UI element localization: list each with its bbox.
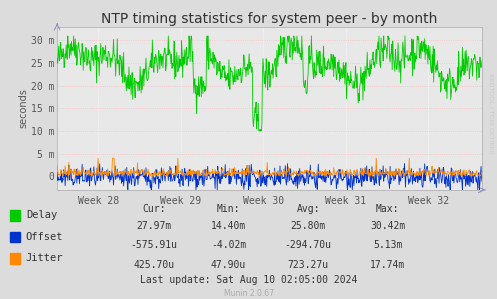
Y-axis label: seconds: seconds bbox=[18, 89, 28, 128]
Text: Week 31: Week 31 bbox=[326, 196, 366, 206]
Title: NTP timing statistics for system peer - by month: NTP timing statistics for system peer - … bbox=[101, 12, 438, 26]
Text: 723.27u: 723.27u bbox=[288, 260, 329, 270]
Text: Min:: Min: bbox=[217, 204, 241, 214]
Text: Week 30: Week 30 bbox=[243, 196, 284, 206]
Text: -4.02m: -4.02m bbox=[211, 240, 246, 250]
Text: RRDTOOL / TOBI OETIKER: RRDTOOL / TOBI OETIKER bbox=[489, 73, 494, 154]
Text: 17.74m: 17.74m bbox=[370, 260, 405, 270]
Text: Last update: Sat Aug 10 02:05:00 2024: Last update: Sat Aug 10 02:05:00 2024 bbox=[140, 274, 357, 285]
Text: 5.13m: 5.13m bbox=[373, 240, 403, 250]
Text: Munin 2.0.67: Munin 2.0.67 bbox=[224, 289, 273, 298]
Text: Cur:: Cur: bbox=[142, 204, 166, 214]
Text: Week 28: Week 28 bbox=[78, 196, 119, 206]
Text: 27.97m: 27.97m bbox=[137, 221, 171, 231]
Text: -294.70u: -294.70u bbox=[285, 240, 331, 250]
Text: 30.42m: 30.42m bbox=[370, 221, 405, 231]
Text: Jitter: Jitter bbox=[26, 253, 63, 263]
Text: -575.91u: -575.91u bbox=[131, 240, 177, 250]
Text: Week 32: Week 32 bbox=[408, 196, 449, 206]
Text: Week 29: Week 29 bbox=[161, 196, 201, 206]
Text: 47.90u: 47.90u bbox=[211, 260, 246, 270]
Text: Offset: Offset bbox=[26, 232, 63, 242]
Text: Delay: Delay bbox=[26, 210, 57, 220]
Text: Avg:: Avg: bbox=[296, 204, 320, 214]
Text: Max:: Max: bbox=[376, 204, 400, 214]
Text: 14.40m: 14.40m bbox=[211, 221, 246, 231]
Text: 425.70u: 425.70u bbox=[134, 260, 174, 270]
Text: 25.80m: 25.80m bbox=[291, 221, 326, 231]
